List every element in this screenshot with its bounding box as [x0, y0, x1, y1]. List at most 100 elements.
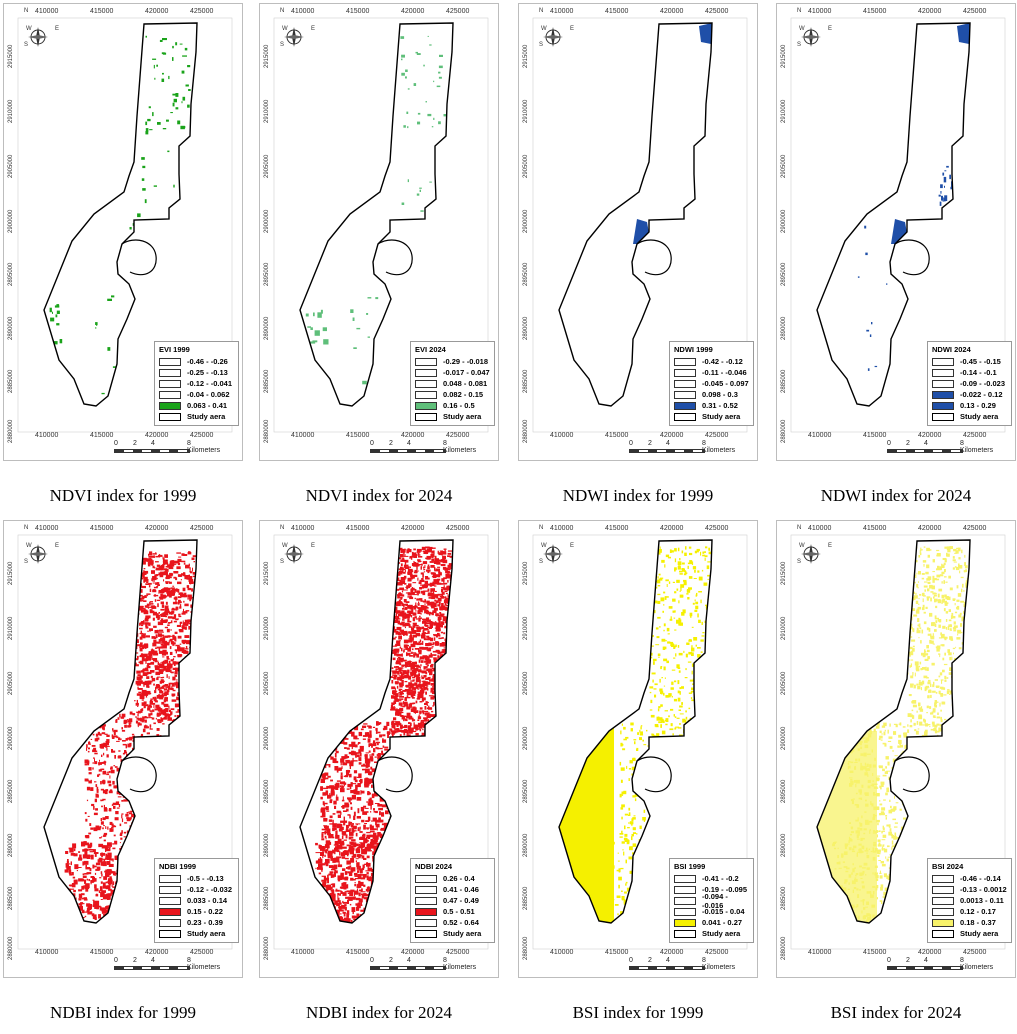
x-coordinate-label-top: 410000	[291, 8, 315, 15]
x-coordinate-label-top: 420000	[660, 525, 684, 532]
x-coordinate-label-bottom: 425000	[190, 432, 214, 439]
legend-class-row: 0.31 - 0.52	[674, 400, 749, 411]
north-arrow-compass-icon	[539, 539, 567, 567]
scale-bar-label: 2	[133, 957, 137, 964]
x-coordinate-label-bottom: 425000	[963, 949, 987, 956]
scale-bar-label: 8 Kilometers	[702, 957, 736, 971]
map-legend: BSI 1999 -0.41 - -0.2 -0.19 - -0.095 -0.094…	[669, 858, 754, 943]
y-coordinate-label: 2885000	[781, 886, 787, 910]
x-coordinate-label-top: 420000	[145, 525, 169, 532]
study-area-map	[273, 17, 489, 433]
map-panel-ndvi24: 410000 410000 415000 415000 420000 420000 4250…	[259, 3, 499, 461]
legend-swatch	[674, 390, 696, 399]
legend-swatch	[415, 401, 437, 410]
legend-swatch	[159, 907, 181, 916]
legend-swatch	[415, 896, 437, 905]
legend-study-area-label: Study aera	[187, 929, 226, 938]
compass-e-label: E	[311, 543, 316, 549]
x-coordinate-label-top: 415000	[863, 8, 887, 15]
scale-bar-label: 4	[151, 440, 155, 447]
x-coordinate-label-bottom: 420000	[145, 432, 169, 439]
study-area-boundary	[43, 539, 198, 924]
legend-class-label: -0.25 - -0.13	[187, 368, 228, 377]
legend-study-area-swatch	[674, 929, 696, 938]
compass-n-label: N	[280, 8, 285, 14]
y-coordinate-label: 2910000	[8, 99, 14, 123]
legend-class-row: 0.47 - 0.49	[415, 895, 490, 906]
legend-swatch	[674, 918, 696, 927]
x-coordinate-label-top: 415000	[346, 525, 370, 532]
north-arrow-compass-icon	[280, 22, 308, 50]
map-panel-ndvi99: 410000 410000 415000 415000 420000 420000 4250…	[3, 3, 243, 461]
legend-class-row: -0.41 - -0.2	[674, 873, 749, 884]
compass-n-label: N	[797, 8, 802, 14]
legend-class-row: 0.23 - 0.39	[159, 917, 234, 928]
scale-bar: 0 2 4 8 Kilometers	[887, 957, 993, 971]
compass-w-label: W	[282, 26, 288, 32]
y-coordinate-label: 2915000	[523, 561, 529, 585]
scale-bar-label: 8 Kilometers	[702, 440, 736, 454]
x-coordinate-label-top: 420000	[401, 8, 425, 15]
scale-bar-label: 8 Kilometers	[187, 440, 221, 454]
legend-class-label: 0.31 - 0.52	[702, 401, 738, 410]
legend-class-label: -0.09 - -0.023	[960, 379, 1006, 388]
compass-n-label: N	[24, 8, 29, 14]
y-coordinate-label: 2915000	[781, 44, 787, 68]
legend-swatch	[415, 874, 437, 883]
panel-caption: BSI index for 2024	[830, 1003, 962, 1022]
study-area-boundary	[299, 22, 454, 407]
index-raster	[633, 23, 712, 244]
x-coordinate-label-bottom: 410000	[35, 949, 59, 956]
legend-class-label: 0.041 - 0.27	[702, 918, 743, 927]
x-coordinate-label-bottom: 415000	[346, 432, 370, 439]
scale-bar: 0 2 4 8 Kilometers	[629, 440, 735, 454]
scale-bar-label: 2	[389, 957, 393, 964]
x-coordinate-label-top: 425000	[705, 525, 729, 532]
map-frame	[273, 534, 489, 950]
legend-class-label: -0.29 - -0.018	[443, 357, 489, 366]
scale-bar-label: 0	[114, 440, 118, 447]
y-coordinate-label: 2890000	[523, 833, 529, 857]
legend-class-label: -0.46 - -0.14	[960, 874, 1001, 883]
map-frame	[790, 17, 1006, 433]
legend-swatch	[159, 390, 181, 399]
legend-class-row: -0.25 - -0.13	[159, 367, 234, 378]
legend-class-row: -0.094 - -0.016	[674, 892, 749, 910]
legend-class-label: -0.13 - 0.0012	[960, 885, 1007, 894]
x-coordinate-label-top: 425000	[190, 8, 214, 15]
compass-w-label: W	[799, 26, 805, 32]
y-coordinate-label: 2905000	[781, 154, 787, 178]
compass-w-label: W	[541, 26, 547, 32]
compass-n-label: N	[280, 525, 285, 531]
legend-study-area-row: Study aera	[159, 411, 234, 422]
legend-swatch	[159, 896, 181, 905]
map-legend: NDBI 1999 -0.5 - -0.13 -0.12 - -0.032 0.033…	[154, 858, 239, 943]
legend-swatch	[674, 357, 696, 366]
legend-title: NDBI 1999	[159, 862, 197, 871]
study-area-map	[790, 17, 1006, 433]
legend-class-label: -0.094 - -0.016	[702, 891, 728, 910]
scale-bar: 0 2 4 8 Kilometers	[370, 957, 476, 971]
x-coordinate-label-bottom: 410000	[35, 432, 59, 439]
y-coordinate-label: 2885000	[8, 886, 14, 910]
legend-class-row: 0.52 - 0.64	[415, 917, 490, 928]
legend-class-row: -0.017 - 0.047	[415, 367, 490, 378]
legend-study-area-swatch	[415, 412, 437, 421]
legend-swatch	[159, 357, 181, 366]
x-coordinate-label-top: 420000	[401, 525, 425, 532]
x-coordinate-label-top: 420000	[918, 525, 942, 532]
x-coordinate-label-top: 425000	[963, 525, 987, 532]
y-coordinate-label: 2900000	[264, 726, 270, 750]
y-coordinate-label: 2905000	[523, 154, 529, 178]
compass-s-label: S	[797, 559, 802, 565]
legend-swatch	[159, 918, 181, 927]
study-area-map	[532, 17, 748, 433]
y-coordinate-label: 2915000	[8, 561, 14, 585]
north-arrow-compass-icon	[24, 22, 52, 50]
y-coordinate-label: 2885000	[523, 369, 529, 393]
legend-swatch	[415, 885, 437, 894]
compass-n-label: N	[24, 525, 29, 531]
legend-study-area-label: Study aera	[702, 929, 741, 938]
x-coordinate-label-bottom: 420000	[401, 432, 425, 439]
compass-e-label: E	[311, 26, 316, 32]
